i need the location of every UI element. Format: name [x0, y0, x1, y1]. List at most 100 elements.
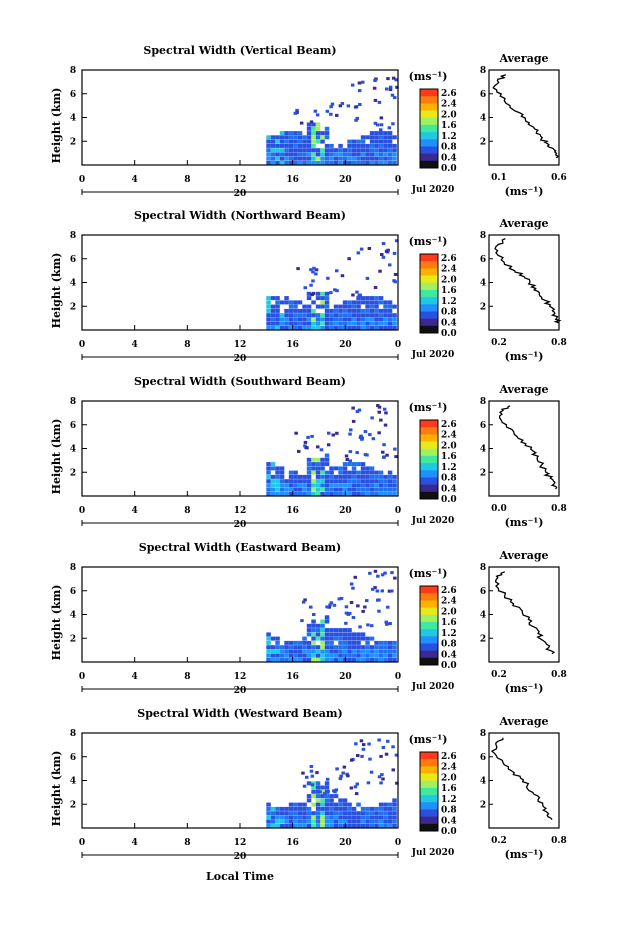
heatmap-cell	[301, 771, 305, 775]
heatmap-cell	[279, 492, 285, 496]
panel-title: Spectral Width (Southward Beam)	[134, 375, 346, 388]
heatmap-cell	[369, 770, 374, 774]
heatmap-cell	[338, 487, 343, 492]
heatmap-cell	[266, 824, 271, 828]
heatmap-cell	[356, 636, 361, 641]
heatmap-cell	[369, 296, 375, 301]
heatmap-cell	[320, 794, 325, 799]
heatmap-cell	[306, 143, 312, 148]
heatmap-cell	[310, 783, 315, 787]
heatmap-cell	[383, 152, 388, 157]
heatmap-cell	[318, 790, 322, 794]
heatmap-cell	[369, 466, 375, 471]
heatmap-cell	[342, 148, 348, 153]
heatmap-cell	[284, 139, 289, 144]
heatmap-cell	[311, 326, 316, 330]
heatmap-cell	[378, 326, 384, 330]
avg-y-label: 6	[480, 421, 486, 431]
heatmap-cell	[359, 247, 364, 251]
heatmap-cell	[333, 790, 337, 794]
heatmap-cell	[311, 466, 316, 471]
heatmap-cell	[365, 470, 370, 475]
heatmap-cell	[394, 78, 398, 82]
heatmap-cell	[311, 139, 316, 144]
heatmap-cell	[306, 815, 312, 820]
heatmap-cell	[288, 317, 294, 322]
colorbar-swatch	[420, 427, 438, 435]
heatmap-cell	[293, 645, 298, 650]
heatmap-cell	[297, 824, 303, 828]
heatmap-cell	[387, 135, 393, 140]
heatmap-cell	[393, 447, 397, 451]
heatmap-cell	[329, 105, 333, 109]
heatmap-cell	[387, 300, 393, 305]
heatmap-cell	[356, 604, 360, 608]
heatmap-cell	[374, 815, 379, 820]
colorbar-swatch	[420, 809, 438, 817]
heatmap-cell	[275, 487, 280, 492]
heatmap-cell	[387, 161, 393, 165]
heatmap-cell	[347, 474, 352, 479]
heatmap-cell	[324, 126, 330, 131]
heatmap-cell	[311, 619, 316, 624]
heatmap-cell	[369, 492, 375, 496]
heatmap-cell	[333, 653, 339, 658]
heatmap-cell	[342, 640, 348, 645]
heatmap-cell	[349, 786, 354, 790]
heatmap-cell	[338, 470, 343, 475]
heatmap-cell	[270, 824, 276, 828]
heatmap-cell	[359, 739, 364, 743]
heatmap-cell	[315, 802, 321, 807]
heatmap-cell	[329, 640, 334, 645]
avg-y-label: 2	[480, 137, 486, 147]
heatmap-cell	[357, 81, 362, 85]
heatmap-cell	[351, 487, 357, 492]
x-axis-label: Local Time	[206, 870, 274, 883]
heatmap-cell	[351, 326, 357, 330]
heatmap-cell	[302, 321, 307, 326]
heatmap-cell	[393, 273, 398, 276]
heatmap-cell	[266, 462, 271, 467]
heatmap-cell	[361, 747, 366, 751]
heatmap-cell	[369, 300, 375, 305]
colorbar-swatch	[420, 441, 438, 449]
colorbar-swatch	[420, 160, 438, 169]
y-tick-label: 6	[70, 255, 76, 265]
heatmap-cell	[297, 479, 303, 484]
heatmap-cell	[383, 143, 388, 148]
y-axis-label: Height (km)	[50, 751, 63, 827]
heatmap-cell	[383, 308, 388, 313]
heatmap-cell	[382, 443, 386, 447]
heatmap-cell	[266, 156, 271, 161]
heatmap-cell	[356, 304, 361, 309]
heatmap-cell	[369, 649, 375, 654]
heatmap-cell	[311, 487, 316, 492]
colorbar-tick: 0.4	[441, 153, 457, 163]
heatmap-cell	[288, 161, 294, 165]
heatmap-cell	[325, 777, 330, 781]
heatmap-cell	[342, 649, 348, 654]
heatmap-cell	[392, 152, 397, 157]
heatmap-cell	[311, 479, 316, 484]
heatmap-cell	[275, 308, 280, 313]
heatmap-cell	[293, 139, 298, 144]
heatmap-cell	[328, 603, 332, 607]
heatmap-cell	[266, 815, 271, 820]
heatmap-cell	[387, 802, 393, 807]
heatmap-cell	[293, 815, 298, 820]
colorbar-swatch	[420, 823, 438, 832]
colorbar-swatch	[420, 117, 438, 126]
heatmap-cell	[374, 143, 379, 148]
heatmap-cell	[379, 116, 384, 120]
heatmap-cell	[365, 156, 370, 161]
heatmap-cell	[333, 321, 339, 326]
heatmap-cell	[378, 653, 384, 658]
avg-y-label: 4	[480, 445, 486, 455]
heatmap-cell	[347, 628, 352, 633]
date-label: Jul 2020	[411, 185, 454, 195]
heatmap-cell	[315, 771, 319, 775]
heatmap-cell	[306, 308, 312, 313]
heatmap-cell	[338, 798, 343, 803]
heatmap-cell	[356, 483, 361, 488]
colorbar-frame	[419, 751, 439, 832]
